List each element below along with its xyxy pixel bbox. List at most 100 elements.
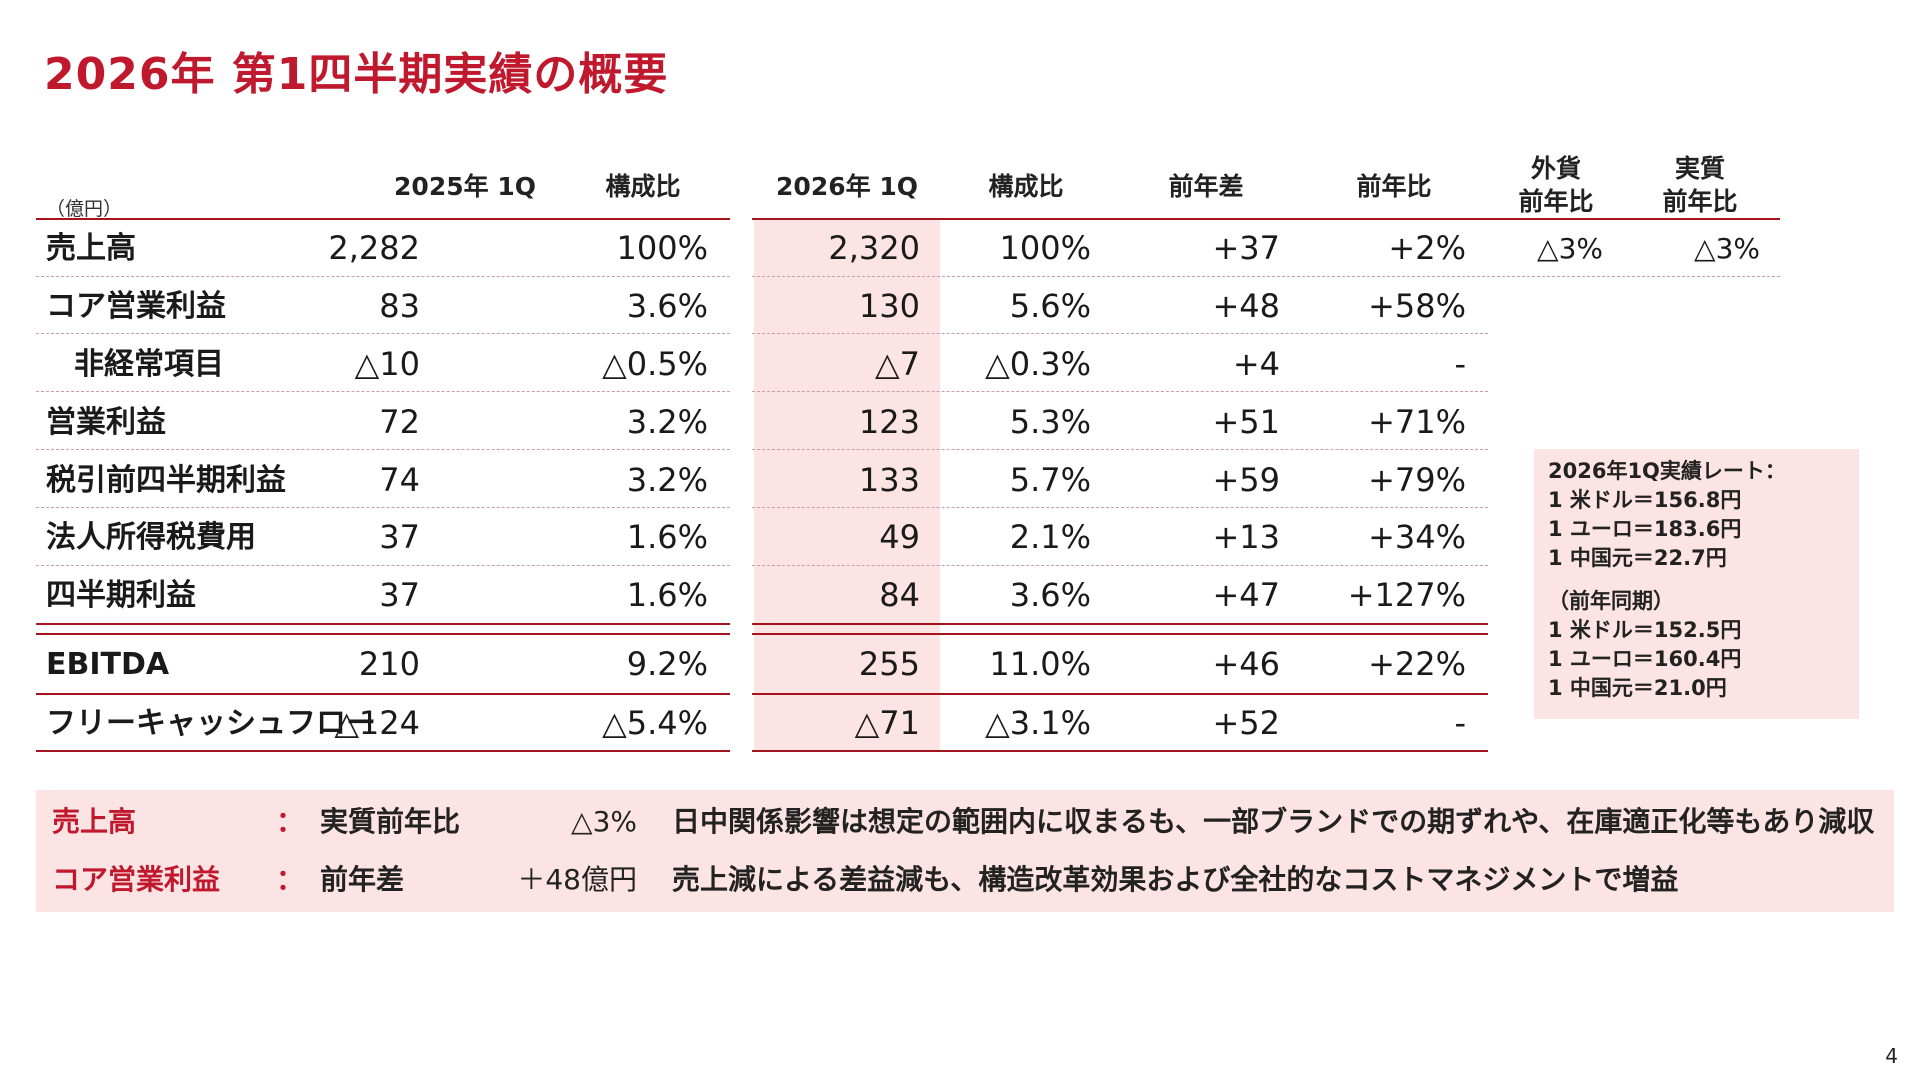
- yoy-value: +79%: [1368, 461, 1466, 499]
- summary-line-sales: 売上高 ： 実質前年比 △3% 日中関係影響は想定の範囲内に収まるも、一部ブラン…: [36, 794, 1894, 850]
- cur-ratio: △0.3%: [985, 345, 1091, 383]
- header-diff: 前年差: [1168, 172, 1244, 201]
- summary-value: ＋48億円: [517, 863, 637, 896]
- row-label: 法人所得税費用: [46, 520, 256, 555]
- row-label: 税引前四半期利益: [46, 463, 286, 498]
- table-row: 四半期利益 37 1.6% 84 3.6% +47 +127%: [0, 567, 1800, 624]
- cur-value: 123: [858, 403, 920, 441]
- prev-ratio: △5.4%: [602, 704, 708, 742]
- table-row: 営業利益 72 3.2% 123 5.3% +51 +71%: [0, 394, 1800, 451]
- yoy-value: +127%: [1347, 576, 1466, 614]
- prev-value: 210: [358, 645, 420, 683]
- diff-value: +46: [1212, 645, 1280, 683]
- row-divider: [36, 333, 730, 334]
- summary-metric: 実質前年比: [320, 805, 461, 838]
- header-fx-yoy-line1: 外貨: [1530, 154, 1581, 183]
- rate-current-eur: 1 ユーロ＝183.6円: [1548, 517, 1742, 541]
- cur-ratio: 3.6%: [1009, 576, 1091, 614]
- diff-value: +59: [1212, 461, 1280, 499]
- yoy-value: -: [1454, 345, 1466, 383]
- current-period-highlight: [754, 220, 940, 751]
- row-divider: [752, 449, 1488, 450]
- page-title: 2026年 第1四半期実績の概要: [44, 49, 669, 100]
- prev-value: 37: [379, 518, 420, 556]
- yoy-value: -: [1454, 704, 1466, 742]
- rate-current-cny: 1 中国元＝22.7円: [1548, 546, 1727, 570]
- header-yoy: 前年比: [1356, 172, 1432, 201]
- prev-value: 37: [379, 576, 420, 614]
- table-row: 税引前四半期利益 74 3.2% 133 5.7% +59 +79%: [0, 452, 1800, 509]
- yoy-value: +2%: [1388, 229, 1466, 267]
- real-yoy-value: △3%: [1694, 232, 1760, 265]
- unit-label: （億円）: [46, 198, 123, 220]
- diff-value: +47: [1212, 576, 1280, 614]
- prev-value: △124: [334, 704, 420, 742]
- header-rule-left: [36, 218, 730, 220]
- row-label: 非経常項目: [74, 347, 224, 382]
- summary-value: △3%: [571, 805, 637, 838]
- header-fx-yoy: 外貨 前年比: [1496, 152, 1616, 218]
- header-real-yoy-line1: 実質: [1674, 154, 1725, 183]
- row-divider: [752, 565, 1488, 566]
- double-rule-top: [752, 623, 1488, 625]
- fx-yoy-value: △3%: [1537, 232, 1603, 265]
- yoy-value: +58%: [1368, 287, 1466, 325]
- table-row: 非経常項目 △10 △0.5% △7 △0.3% +4 -: [0, 336, 1800, 393]
- summary-colon: ：: [276, 863, 305, 896]
- header-real-yoy-line2: 前年比: [1662, 187, 1738, 216]
- row-divider: [36, 449, 730, 450]
- cur-ratio: 2.1%: [1009, 518, 1091, 556]
- cur-value: △71: [854, 704, 920, 742]
- cur-value: 49: [879, 518, 920, 556]
- prev-ratio: 1.6%: [626, 576, 708, 614]
- table-row: 法人所得税費用 37 1.6% 49 2.1% +13 +34%: [0, 509, 1800, 566]
- cur-value: 84: [879, 576, 920, 614]
- cur-value: 130: [858, 287, 920, 325]
- diff-value: +51: [1212, 403, 1280, 441]
- prev-value: 83: [379, 287, 420, 325]
- row-divider: [36, 565, 730, 566]
- cur-value: △7: [875, 345, 920, 383]
- header-cur-1q: 2026年 1Q: [776, 172, 918, 201]
- row-label: 営業利益: [46, 405, 166, 440]
- double-rule-bottom: [36, 633, 730, 635]
- rate-previous-usd: 1 米ドル＝152.5円: [1548, 618, 1742, 642]
- diff-value: +4: [1232, 345, 1280, 383]
- summary-text: 日中関係影響は想定の範囲内に収まるも、一部ブランドでの期ずれや、在庫適正化等もあ…: [672, 805, 1875, 838]
- row-label: フリーキャッシュフロー: [46, 706, 376, 741]
- diff-value: +48: [1212, 287, 1280, 325]
- summary-text: 売上減による差益減も、構造改革効果および全社的なコストマネジメントで増益: [672, 863, 1679, 896]
- table-row: フリーキャッシュフロー △124 △5.4% △71 △3.1% +52 -: [0, 695, 1800, 752]
- fcf-rule: [752, 693, 1488, 695]
- table-row: 売上高 2,282 100% 2,320 100% +37 +2% △3% △3…: [0, 220, 1800, 277]
- row-divider: [36, 276, 730, 277]
- table-bottom-rule: [36, 750, 730, 752]
- cur-value: 2,320: [828, 229, 920, 267]
- prev-ratio: 3.6%: [626, 287, 708, 325]
- diff-value: +13: [1212, 518, 1280, 556]
- diff-value: +52: [1212, 704, 1280, 742]
- rate-previous-cny: 1 中国元＝21.0円: [1548, 676, 1727, 700]
- cur-ratio: 5.6%: [1009, 287, 1091, 325]
- table-bottom-rule: [752, 750, 1488, 752]
- double-rule-top: [36, 623, 730, 625]
- summary-item: コア営業利益: [52, 863, 221, 896]
- summary-colon: ：: [276, 805, 305, 838]
- prev-ratio: 100%: [616, 229, 708, 267]
- prev-value: 72: [379, 403, 420, 441]
- row-label: 四半期利益: [46, 578, 196, 613]
- rate-current-title: 2026年1Q実績レート：: [1548, 459, 1786, 483]
- row-divider: [752, 333, 1488, 334]
- row-divider: [752, 391, 1488, 392]
- prev-ratio: 1.6%: [626, 518, 708, 556]
- header-prev-ratio: 構成比: [605, 172, 681, 201]
- yoy-value: +22%: [1368, 645, 1466, 683]
- prev-value: △10: [354, 345, 420, 383]
- header-fx-yoy-line2: 前年比: [1518, 187, 1594, 216]
- exchange-rate-box: 2026年1Q実績レート： 1 米ドル＝156.8円 1 ユーロ＝183.6円 …: [1534, 449, 1859, 719]
- header-rule-right: [752, 218, 1780, 220]
- summary-line-core-op: コア営業利益 ： 前年差 ＋48億円 売上減による差益減も、構造改革効果および全…: [36, 852, 1894, 908]
- cur-value: 133: [858, 461, 920, 499]
- header-cur-ratio: 構成比: [988, 172, 1064, 201]
- row-divider: [36, 391, 730, 392]
